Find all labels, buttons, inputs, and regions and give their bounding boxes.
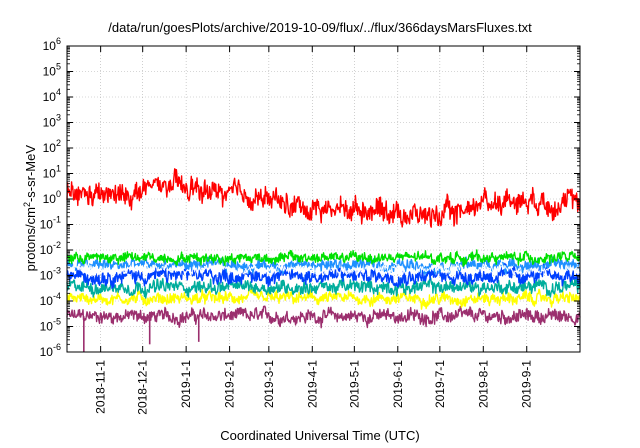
x-tick-label: 2018-12-1 (136, 360, 150, 415)
x-tick-label: 2019-7-1 (433, 360, 447, 408)
x-tick-layer: 2018-11-1 2018-12-1 2019-1-1 2019-2-1 2019-3… (94, 46, 534, 415)
series-line (66, 288, 581, 310)
y-tick-label: 10-1 (40, 215, 61, 232)
x-tick-label: 2019-6-1 (391, 360, 405, 408)
x-tick-label: 2019-4-1 (305, 360, 319, 408)
y-tick-label: 10-4 (40, 291, 61, 308)
y-tick-label: 102 (43, 138, 61, 155)
y-tick-label: 10-5 (40, 317, 61, 334)
series-line (66, 261, 581, 277)
series-line (66, 255, 581, 276)
series-line (66, 305, 581, 329)
x-tick-label: 2019-2-1 (223, 360, 237, 408)
series-line (66, 276, 581, 299)
series-layer (66, 168, 581, 352)
x-axis-label: Coordinated Universal Time (UTC) (220, 428, 420, 443)
y-tick-label: 100 (43, 189, 61, 206)
y-tick-layer: 10-6 10-5 10-4 10-3 10-2 10-1 100 101 102 103 104 1… (40, 36, 580, 359)
y-tick-label: 103 (43, 113, 61, 130)
chart-title: /data/run/goesPlots/archive/2019-10-09/f… (108, 20, 532, 35)
series-line (66, 262, 581, 290)
y-tick-label: 10-2 (40, 240, 61, 257)
y-tick-label: 106 (43, 36, 61, 53)
x-tick-label: 2019-5-1 (347, 360, 361, 408)
y-tick-label: 10-6 (40, 342, 61, 359)
series-line (66, 168, 581, 228)
y-tick-label: 101 (43, 164, 61, 181)
y-tick-label: 105 (43, 62, 61, 79)
grid-layer (67, 46, 580, 352)
x-tick-label: 2019-9-1 (520, 360, 534, 408)
series-line (66, 249, 581, 267)
y-axis-label: protons/cm2-s-sr-MeV (21, 144, 39, 272)
x-tick-label: 2018-11-1 (94, 360, 108, 414)
plot-frame (66, 45, 581, 353)
x-tick-label: 2019-1-1 (179, 360, 193, 408)
y-tick-label: 10-3 (40, 266, 61, 283)
x-tick-label: 2019-8-1 (476, 360, 490, 408)
x-tick-label: 2019-3-1 (262, 360, 276, 408)
y-tick-label: 104 (43, 87, 61, 104)
